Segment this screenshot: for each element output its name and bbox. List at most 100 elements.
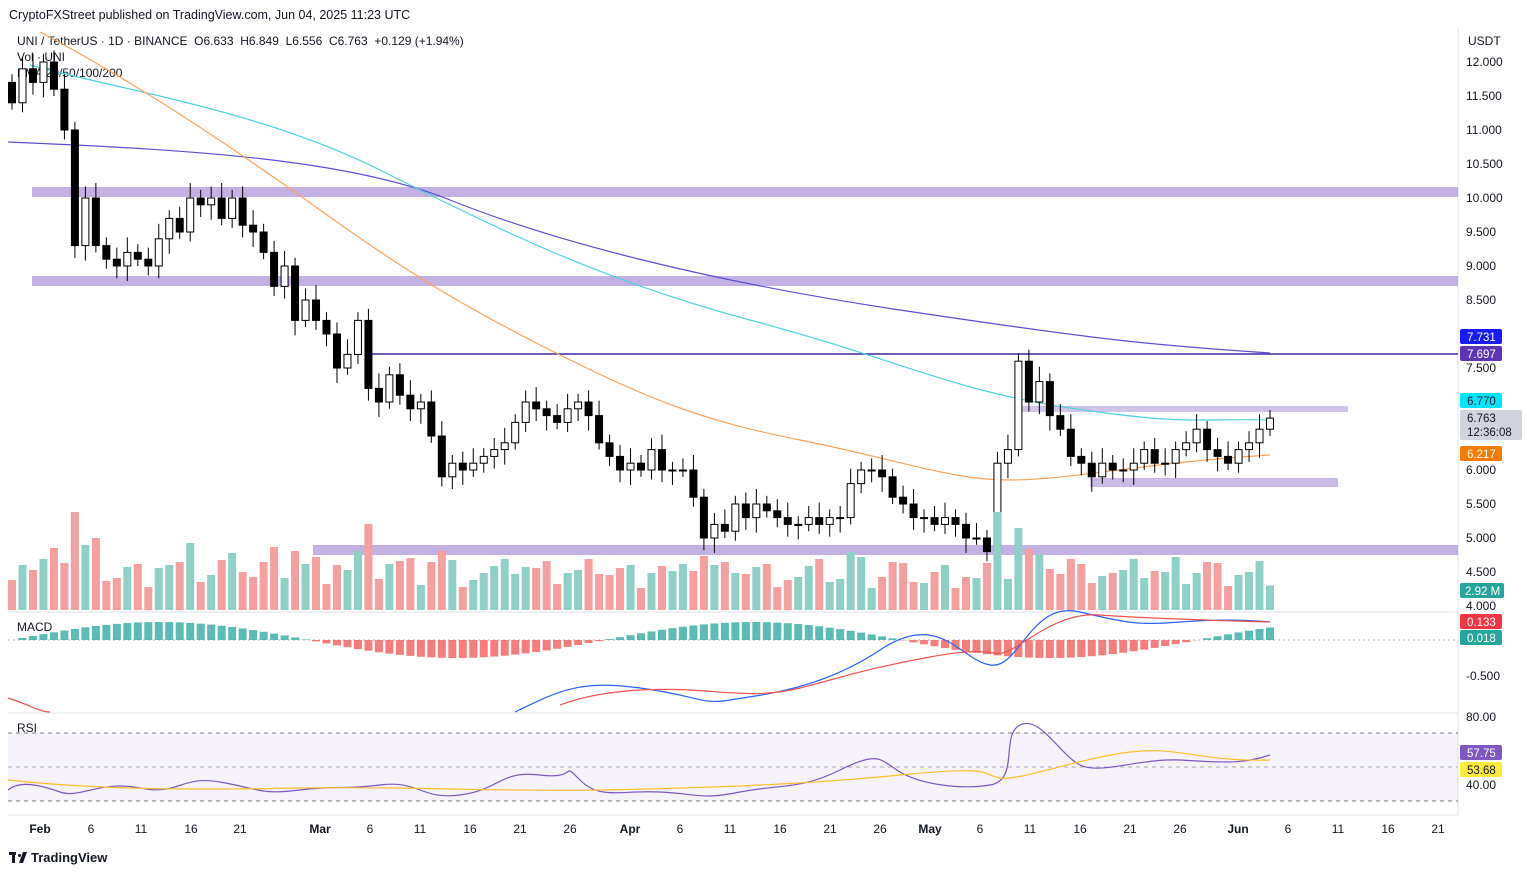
candle-body <box>857 469 866 485</box>
time-tick: 16 <box>184 822 198 836</box>
tag-rsi-ma-text: 53.68 <box>1467 765 1496 777</box>
macd-hist-bar <box>18 638 27 640</box>
volume-bar <box>626 565 635 610</box>
ohlc-high: H6.849 <box>240 34 279 48</box>
candle-body <box>448 462 457 478</box>
time-tick: 11 <box>135 822 148 836</box>
macd-hist-bar <box>563 640 572 647</box>
candle-body <box>1087 462 1096 478</box>
volume-bar <box>70 512 79 610</box>
candle-body <box>154 238 163 267</box>
volume-bar <box>448 560 457 610</box>
published-header: CryptoFXStreet published on TradingView.… <box>9 8 411 22</box>
macd-hist-bar <box>731 622 740 640</box>
tag-ema200: 7.731 <box>1460 329 1502 344</box>
time-axis[interactable]: Feb 6 11 16 21 Mar 6 11 16 21 26 Apr 6 11 16 21 26 May 6 11… <box>29 822 1445 836</box>
macd-hist-bar <box>657 629 666 640</box>
volume-bar <box>1129 559 1138 610</box>
candle-body <box>1003 449 1012 464</box>
tag-rsi-ma: 53.68 <box>1460 762 1502 777</box>
macd-hist-bar <box>364 640 373 651</box>
rsi-label[interactable]: RSI <box>17 721 38 735</box>
time-tick: 26 <box>563 822 577 836</box>
price-tick: 9.500 <box>1466 225 1496 239</box>
price-tick: 11.000 <box>1466 123 1502 137</box>
time-tick: 6 <box>88 822 95 836</box>
currency-label[interactable]: USDT <box>1468 34 1501 48</box>
macd-hist-bar <box>888 638 897 640</box>
candle-body <box>836 517 845 520</box>
volume-bar <box>951 588 960 610</box>
macd-hist-bar <box>196 623 205 640</box>
macd-hist-bar <box>374 640 383 653</box>
candle-body <box>280 265 289 287</box>
symbol-legend[interactable]: UNI / TetherUS · 1D · BINANCE O6.633 H6.… <box>17 34 464 48</box>
time-tick: 21 <box>233 822 247 836</box>
time-tick: Mar <box>309 822 331 836</box>
volume-bar <box>553 584 562 610</box>
candle-body <box>595 415 604 444</box>
candle-body <box>1255 428 1264 444</box>
candle-body <box>626 462 635 471</box>
price-axis[interactable]: 12.000 11.500 11.000 10.500 10.000 9.500 9.000… <box>1466 55 1503 613</box>
volume-bar <box>91 538 100 610</box>
macd-label[interactable]: MACD <box>17 620 53 634</box>
volume-bar <box>259 562 268 610</box>
price-tick: 8.500 <box>1466 293 1496 307</box>
candle-body <box>458 462 467 471</box>
candle-body <box>888 476 897 498</box>
macd-hist-bar <box>1056 640 1065 658</box>
volume-bar <box>270 547 279 610</box>
volume-bars <box>8 512 1274 610</box>
volume-bar <box>81 545 90 610</box>
volume-bar <box>1161 572 1170 610</box>
volume-bar <box>1140 578 1149 610</box>
candle-body <box>374 387 383 403</box>
candle-body <box>364 319 373 389</box>
volume-bar <box>563 573 572 610</box>
candle-body <box>102 245 111 260</box>
macd-hist-bar <box>1203 638 1212 640</box>
volume-bar <box>542 561 551 610</box>
symbol-name[interactable]: UNI / TetherUS · 1D · BINANCE <box>17 34 188 48</box>
macd-axis-tick: -0.500 <box>1466 669 1500 683</box>
time-tick: 21 <box>823 822 837 836</box>
macd-hist-bar <box>825 627 834 640</box>
candle-body <box>982 537 991 553</box>
macd-hist-bar <box>500 640 509 656</box>
time-tick: Jun <box>1227 822 1248 836</box>
macd-hist-bar <box>951 640 960 650</box>
volume-bar <box>437 551 446 610</box>
volume-bar <box>888 562 897 610</box>
macd-hist-bar <box>70 628 79 640</box>
volume-bar <box>846 552 855 610</box>
zone-5-8 <box>1090 478 1338 487</box>
candle-body <box>207 197 216 206</box>
volume-bar <box>228 553 237 610</box>
tradingview-footer[interactable]: TradingView <box>9 850 107 865</box>
candle-body <box>752 503 761 519</box>
tag-countdown-text: 12:36:08 <box>1467 427 1512 439</box>
time-tick: 11 <box>414 822 427 836</box>
price-tick: 5.000 <box>1466 531 1496 545</box>
candle-body <box>532 401 541 410</box>
macd-hist-bar <box>270 633 279 640</box>
macd-hist-bar <box>490 640 499 657</box>
volume-legend[interactable]: Vol · UNI <box>17 50 66 64</box>
macd-hist-bar <box>961 640 970 652</box>
candle-body <box>668 469 677 472</box>
macd-hist-bar <box>762 622 771 640</box>
candle-body <box>1119 469 1128 472</box>
volume-bar <box>720 562 729 610</box>
candle-body <box>332 333 341 369</box>
candle-body <box>500 442 509 451</box>
candle-body <box>825 517 834 525</box>
volume-bar <box>657 566 666 610</box>
candle-body <box>1045 381 1054 417</box>
macd-hist-bar <box>616 637 625 640</box>
macd-hist-bar <box>668 628 677 640</box>
candle-body <box>511 421 520 444</box>
volume-bar <box>762 564 771 610</box>
candle-body <box>469 462 478 471</box>
